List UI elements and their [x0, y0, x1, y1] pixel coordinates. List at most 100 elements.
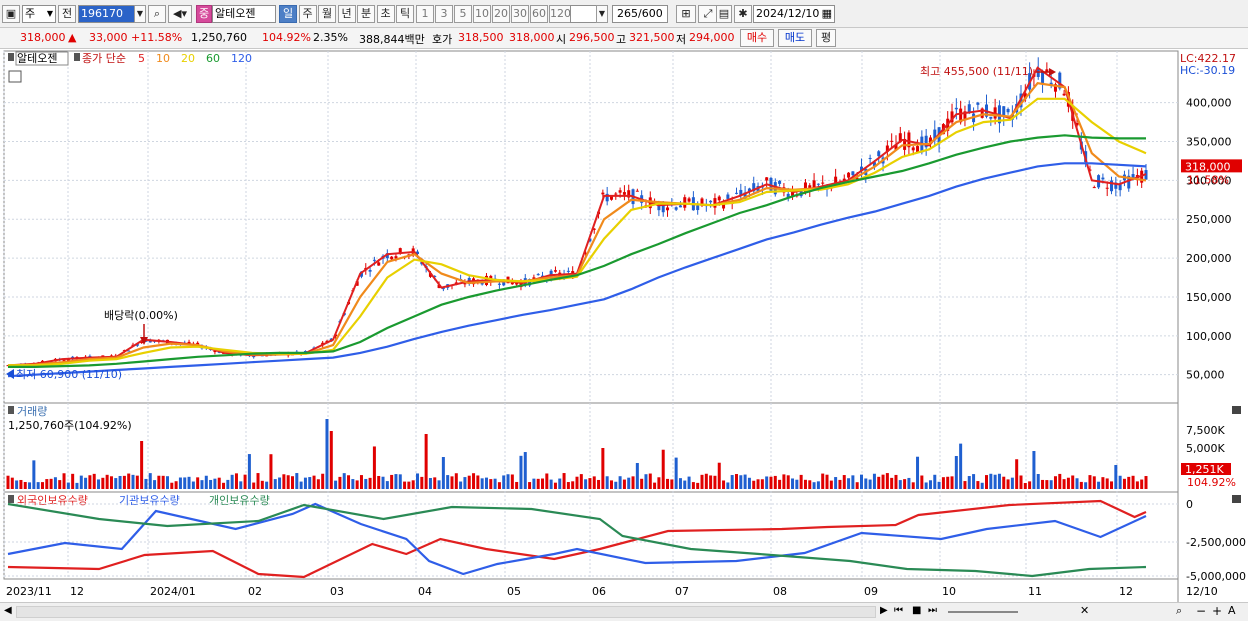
candle-body [213, 350, 217, 353]
panel-frame-1 [3, 402, 1179, 493]
scroll-left-icon[interactable]: ◀ [4, 605, 12, 616]
gear-icon[interactable]: ✱ [734, 5, 752, 23]
volume-bar [609, 480, 613, 489]
interval-button-60[interactable]: 60 [530, 5, 548, 23]
zoom-slider[interactable] [948, 611, 1018, 613]
volume-bar [795, 479, 799, 489]
buy-button[interactable]: 매수 [740, 29, 774, 47]
tab-period-6[interactable]: 틱 [396, 5, 414, 23]
chart-area[interactable]: 2023/11 12 2024/01 02 03 04 05 06 07 08 09 10 11 12 12… [0, 49, 1248, 604]
volume-title: 거래량 [17, 405, 47, 418]
volume-bar [985, 475, 989, 489]
save-icon[interactable]: ▤ [716, 5, 732, 23]
volume-bar [62, 473, 66, 489]
candle-body [1092, 187, 1096, 189]
volume-bar [398, 474, 402, 489]
volume-bar [907, 477, 911, 489]
volume-bar [605, 476, 609, 489]
play-icon[interactable]: ⏭ [928, 605, 937, 616]
volume-bar [1101, 477, 1105, 489]
volume-bar [170, 482, 174, 489]
scroll-track[interactable] [16, 606, 876, 618]
volume-bar [1023, 482, 1027, 489]
candle-body [553, 270, 557, 272]
interval-button-20[interactable]: 20 [492, 5, 510, 23]
interval-button-1[interactable]: 1 [416, 5, 434, 23]
candle-body [717, 196, 721, 201]
tab-period-1[interactable]: 주 [298, 5, 317, 23]
candle-body [739, 189, 743, 196]
zoom-in-icon[interactable]: + [1212, 604, 1223, 618]
volume-bar [864, 478, 868, 489]
stock-chart-svg[interactable]: 2023/11 12 2024/01 02 03 04 05 06 07 08 09 10 11 12 12… [0, 49, 1248, 604]
candle-body [394, 256, 398, 259]
calendar-icon: ▦ [821, 7, 832, 20]
tab-period-0[interactable]: 일 [279, 5, 297, 23]
candle-body [1118, 184, 1122, 191]
candle-body [734, 192, 738, 194]
candle-body [928, 137, 932, 144]
interval-button-3[interactable]: 3 [435, 5, 453, 23]
speaker-icon[interactable]: ◀▾ [168, 5, 192, 23]
volume-bar [950, 476, 954, 489]
interval-button-10[interactable]: 10 [473, 5, 491, 23]
candle-body [627, 190, 631, 198]
interval-button-30[interactable]: 30 [511, 5, 529, 23]
tab-period-5[interactable]: 초 [376, 5, 395, 23]
window-menu-icon[interactable]: ▣ [2, 5, 20, 23]
volume-bar [122, 475, 126, 489]
interval-button-5[interactable]: 5 [454, 5, 472, 23]
stop-icon[interactable]: ■ [912, 605, 922, 616]
stock-code-input[interactable]: 196170 [78, 5, 146, 23]
current-price: 318,000 [20, 31, 66, 44]
volume-bar [291, 476, 294, 489]
volume-bar [347, 475, 351, 489]
zoom-icon[interactable]: ⌕ [1176, 604, 1183, 617]
candle-body [66, 359, 70, 361]
scroll-right-icon[interactable]: ▶ [880, 605, 888, 616]
stock-name-field[interactable]: 알테오젠 [212, 5, 276, 23]
volume-bar [532, 478, 536, 489]
volume-bar [187, 476, 191, 489]
interval-button-120[interactable]: 120 [549, 5, 571, 23]
volume-bar [1097, 481, 1101, 489]
tab-period-3[interactable]: 년 [337, 5, 356, 23]
sell-button[interactable]: 매도 [778, 29, 812, 47]
zoom-out-icon[interactable]: − [1196, 604, 1207, 618]
volume-square-icon [8, 406, 14, 414]
volume-bar [821, 473, 825, 489]
rewind-icon[interactable]: ⏮ [894, 605, 903, 616]
candle-body [872, 162, 876, 167]
candle-body [1062, 93, 1066, 96]
volume-close-icon[interactable] [1232, 406, 1241, 414]
draw-tool-icon[interactable]: ⤢ [698, 5, 718, 23]
auto-scale-icon[interactable]: A [1228, 604, 1236, 617]
volume-bar [1032, 451, 1036, 489]
count-field[interactable]: 265/600 [612, 5, 668, 23]
tab-period-4[interactable]: 분 [357, 5, 375, 23]
date-field[interactable]: 2024/12/10 ▦ [753, 5, 835, 23]
volume-bar [941, 477, 945, 489]
interval-dropdown[interactable]: ▼ [596, 5, 608, 23]
stock-code-dropdown[interactable]: ▼ [134, 5, 146, 23]
candle-settings-icon[interactable]: ⊞ [676, 5, 696, 23]
volume-bar [1010, 477, 1014, 489]
tab-period-2[interactable]: 월 [318, 5, 336, 23]
foreign-holding-line [7, 499, 1147, 579]
candle-body [528, 279, 532, 286]
prev-button[interactable]: 전 [58, 5, 76, 23]
candle-body [683, 197, 687, 208]
y-axis-price-label: 100,000 [1186, 330, 1232, 343]
average-button[interactable]: 평 [816, 29, 836, 47]
period-select[interactable]: 주 ▼ [22, 5, 56, 23]
legend-ma-period: 60 [206, 52, 220, 65]
holding-close-icon[interactable] [1232, 495, 1241, 503]
search-icon[interactable]: ⌕ [148, 5, 166, 23]
legend-ma-period: 20 [181, 52, 195, 65]
candle-body [1058, 72, 1062, 89]
horizontal-scrollbar[interactable]: ◀ ▶ ⏮ ■ ⏭ ✕ ⌕ − + A [0, 602, 1248, 621]
volume-bar [334, 480, 338, 489]
x-axis-label: 08 [773, 585, 787, 598]
crosshair-icon[interactable]: ✕ [1080, 604, 1090, 617]
candle-body [834, 176, 838, 183]
